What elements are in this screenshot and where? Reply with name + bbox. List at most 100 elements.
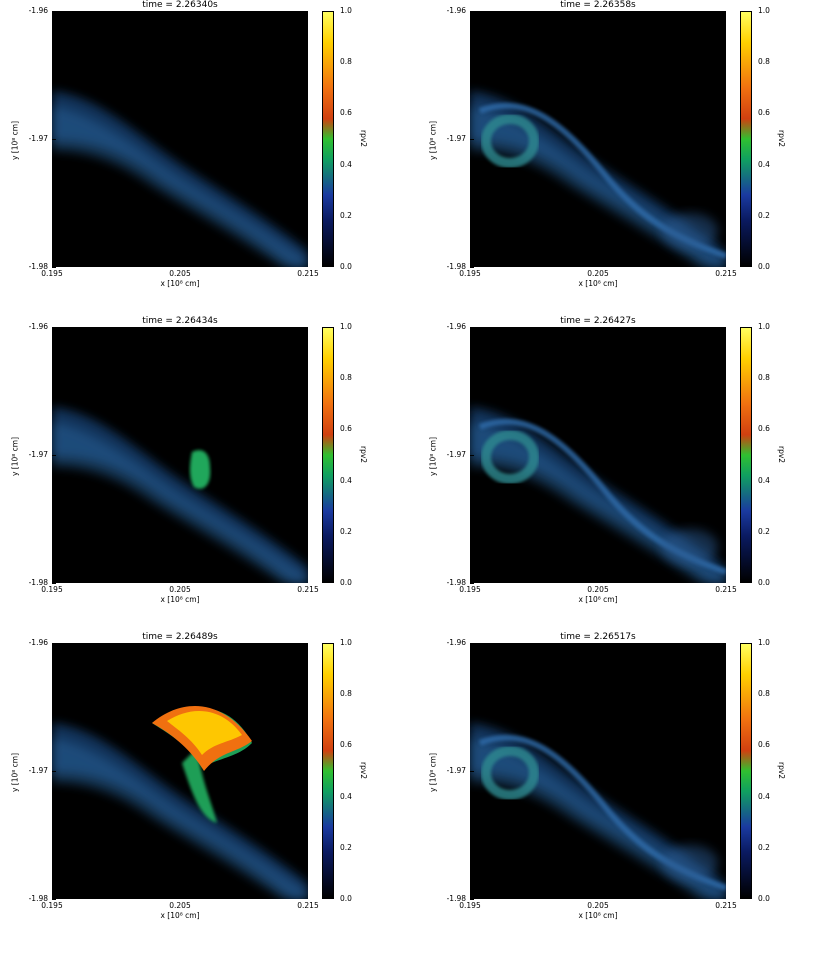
y-tick-label: -1.98 — [28, 262, 48, 271]
y-tick-label: -1.98 — [446, 578, 466, 587]
colorbar-tick-label: 0.0 — [340, 262, 352, 271]
colorbar-tick-label: 0.0 — [758, 262, 770, 271]
y-tick-label: -1.96 — [28, 638, 48, 647]
chart-title: time = 2.26340s — [142, 0, 218, 10]
heatmap-svg — [470, 91, 726, 267]
colorbar-tick-label: 0.4 — [340, 791, 352, 801]
colorbar-tick-label: 0.4 — [758, 159, 770, 169]
chart-title: time = 2.26358s — [560, 0, 636, 10]
y-tick-mark — [52, 139, 56, 140]
y-axis-label: y [10⁸ cm] — [428, 120, 438, 161]
colorbar-tick-label: 0.4 — [340, 159, 352, 169]
colorbar — [322, 11, 334, 267]
x-tick-label: 0.205 — [587, 269, 609, 278]
colorbar-tick-label: 1.0 — [758, 638, 770, 647]
x-tick-label: 0.195 — [41, 901, 63, 910]
y-tick-mark — [52, 899, 56, 900]
chart-title: time = 2.26489s — [142, 632, 218, 642]
colorbar-tick-label: 0.6 — [340, 108, 352, 118]
y-tick-mark — [470, 327, 474, 328]
y-axis-label: y [10⁸ cm] — [428, 436, 438, 477]
heatmap-plot — [470, 643, 726, 899]
colorbar-tick-label: 0.6 — [340, 424, 352, 434]
x-tick-label: 0.215 — [715, 269, 737, 278]
colorbar-tick-label: 0.8 — [340, 373, 352, 383]
y-tick-label: -1.97 — [446, 450, 466, 459]
x-axis-label: x [10⁸ cm] — [578, 279, 618, 288]
x-tick-label: 0.195 — [459, 585, 481, 594]
x-tick-label: 0.195 — [41, 585, 63, 594]
vortex-ring — [481, 746, 539, 800]
chart-panel: time = 2.26427s -1.96 -1.97 -1.98 0.195 0.205… — [418, 316, 830, 636]
colorbar-tick-label: 0.6 — [340, 740, 352, 750]
colorbar-tick-label: 0.2 — [758, 526, 770, 536]
y-tick-label: -1.96 — [446, 6, 466, 15]
y-tick-label: -1.98 — [446, 894, 466, 903]
colorbar-label: rpv2 — [777, 446, 786, 464]
y-tick-label: -1.96 — [28, 6, 48, 15]
colorbar-tick-label: 0.4 — [758, 791, 770, 801]
y-tick-label: -1.97 — [28, 766, 48, 775]
y-tick-label: -1.97 — [446, 134, 466, 143]
chart-panel: time = 2.26340s -1.96 -1.97 -1.98 0.195 0.205… — [0, 0, 415, 320]
x-tick-label: 0.205 — [169, 585, 191, 594]
y-tick-label: -1.96 — [446, 638, 466, 647]
y-tick-mark — [470, 139, 474, 140]
y-tick-label: -1.97 — [28, 134, 48, 143]
heatmap-svg — [470, 407, 726, 583]
colorbar-tick-label: 0.8 — [758, 689, 770, 699]
y-tick-label: -1.98 — [28, 578, 48, 587]
x-axis-label: x [10⁸ cm] — [160, 911, 200, 920]
heatmap-plot — [52, 327, 308, 583]
x-tick-label: 0.215 — [715, 901, 737, 910]
colorbar-label: rpv2 — [359, 762, 368, 780]
chart-panel: time = 2.26489s -1.96 -1.97 -1.98 0.195 0.205… — [0, 632, 415, 952]
colorbar-tick-label: 0.2 — [340, 526, 352, 536]
smoke-band-inner — [52, 422, 308, 583]
chart-title: time = 2.26434s — [142, 316, 218, 326]
heatmap-svg — [52, 407, 308, 583]
vortex-ring — [481, 114, 539, 168]
y-tick-mark — [470, 583, 474, 584]
colorbar-tick-label: 1.0 — [758, 322, 770, 331]
x-tick-label: 0.215 — [297, 585, 319, 594]
colorbar-tick-label: 0.6 — [758, 108, 770, 118]
y-tick-label: -1.97 — [28, 450, 48, 459]
y-tick-mark — [470, 771, 474, 772]
x-tick-label: 0.195 — [459, 901, 481, 910]
y-axis-label: y [10⁸ cm] — [10, 752, 20, 793]
smoke-band-inner — [52, 738, 308, 899]
x-axis-label: x [10⁸ cm] — [160, 595, 200, 604]
colorbar-label: rpv2 — [359, 130, 368, 148]
colorbar-tick-label: 0.0 — [340, 578, 352, 587]
smoke-band-inner — [52, 106, 308, 267]
x-tick-label: 0.215 — [297, 901, 319, 910]
x-tick-label: 0.205 — [169, 269, 191, 278]
chart-panel: time = 2.26358s -1.96 -1.97 -1.98 0.195 0.205… — [418, 0, 830, 320]
chart-title: time = 2.26427s — [560, 316, 636, 326]
colorbar-tick-label: 0.8 — [758, 373, 770, 383]
x-tick-label: 0.215 — [297, 269, 319, 278]
lower-eddy — [662, 845, 718, 881]
colorbar-tick-label: 0.8 — [758, 57, 770, 67]
y-tick-mark — [470, 267, 474, 268]
colorbar-tick-label: 0.2 — [340, 842, 352, 852]
vortex-ring — [481, 430, 539, 484]
y-tick-label: -1.98 — [28, 894, 48, 903]
colorbar-tick-label: 0.2 — [340, 210, 352, 220]
colorbar-tick-label: 0.8 — [340, 57, 352, 67]
y-tick-mark — [52, 771, 56, 772]
y-tick-mark — [52, 643, 56, 644]
y-tick-mark — [52, 327, 56, 328]
heatmap-svg — [470, 723, 726, 899]
colorbar-label: rpv2 — [359, 446, 368, 464]
colorbar-tick-label: 0.4 — [758, 475, 770, 485]
colorbar-label: rpv2 — [777, 762, 786, 780]
chart-title: time = 2.26517s — [560, 632, 636, 642]
colorbar-tick-label: 0.2 — [758, 842, 770, 852]
y-axis-label: y [10⁸ cm] — [10, 120, 20, 161]
colorbar-label: rpv2 — [777, 130, 786, 148]
x-tick-label: 0.205 — [587, 901, 609, 910]
heatmap-plot — [470, 327, 726, 583]
colorbar-tick-label: 0.0 — [758, 578, 770, 587]
